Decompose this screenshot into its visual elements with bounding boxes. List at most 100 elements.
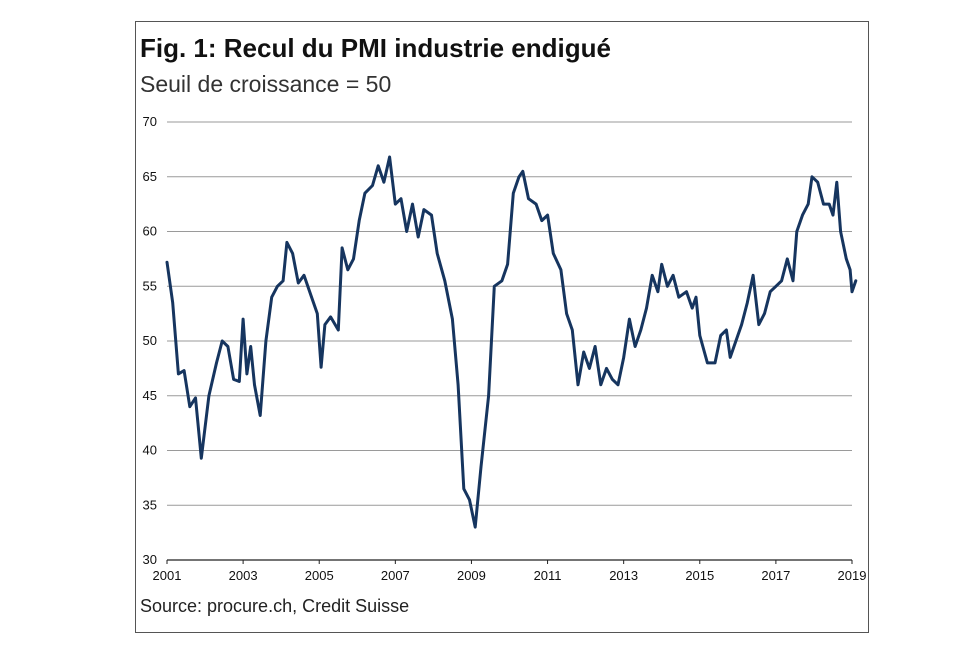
data-point (576, 383, 580, 386)
data-point (323, 323, 327, 326)
data-point (774, 285, 778, 288)
x-tick-label: 2011 (534, 568, 562, 583)
data-point (270, 296, 273, 299)
y-tick-label: 40 (143, 443, 157, 458)
data-point (571, 328, 574, 332)
data-point (194, 396, 197, 400)
data-point (363, 192, 367, 195)
data-point (337, 328, 340, 332)
data-point (588, 367, 591, 370)
data-point (479, 465, 483, 469)
data-point (746, 301, 749, 304)
data-point (850, 290, 854, 293)
data-point (264, 339, 268, 343)
data-point (651, 274, 654, 277)
data-point (622, 356, 625, 359)
data-point (694, 296, 698, 299)
chart-source: Source: procure.ch, Credit Suisse (140, 596, 410, 616)
chart-frame (135, 21, 869, 633)
data-point (807, 202, 810, 206)
data-point (462, 487, 465, 490)
data-point (281, 279, 285, 282)
data-point (430, 213, 433, 217)
data-point (221, 339, 224, 343)
data-point (232, 378, 235, 381)
data-point (297, 281, 300, 285)
x-tick-label: 2017 (761, 568, 790, 583)
data-point (734, 339, 738, 343)
x-tick-label: 2019 (838, 568, 867, 583)
chart-title: Fig. 1: Recul du PMI industrie endigué (140, 33, 611, 63)
gridlines (167, 121, 852, 561)
data-point (691, 306, 694, 310)
data-point (200, 457, 203, 460)
data-point (468, 498, 471, 501)
data-point (729, 356, 732, 359)
x-axis: 2001 2003 2005 2007 2009 2011 2013 2015 2017 2019 (153, 560, 867, 583)
data-point (559, 268, 563, 271)
x-tick-label: 2003 (229, 568, 258, 583)
data-point (316, 312, 319, 315)
data-point (346, 268, 349, 271)
data-point (377, 164, 380, 167)
data-point (656, 290, 660, 293)
data-point (340, 246, 344, 250)
data-point (582, 350, 585, 354)
data-point (848, 268, 852, 271)
data-point (725, 328, 728, 332)
data-point (660, 263, 663, 266)
data-point (816, 181, 819, 184)
data-point (791, 279, 795, 282)
data-point (358, 219, 361, 222)
data-point (207, 394, 211, 397)
data-point (521, 170, 524, 173)
data-point (740, 323, 743, 326)
chart-subtitle: Seuil de croissance = 50 (140, 71, 392, 97)
data-point (706, 361, 709, 365)
data-point (451, 317, 454, 321)
data-point (493, 285, 496, 288)
data-point (487, 394, 490, 397)
x-tick-label: 2013 (609, 568, 638, 583)
data-point (506, 263, 509, 266)
data-point (628, 317, 631, 321)
data-point (845, 257, 848, 261)
data-point (828, 202, 831, 206)
y-tick-label: 70 (143, 114, 157, 129)
data-point (245, 372, 249, 376)
data-point (546, 213, 549, 217)
data-point (422, 208, 426, 211)
data-point (839, 230, 842, 233)
data-point (517, 175, 521, 178)
data-point (238, 380, 241, 383)
data-point (835, 181, 838, 184)
data-point (786, 257, 789, 261)
series-line (165, 155, 858, 529)
y-tick-label: 45 (143, 388, 157, 403)
data-point (645, 306, 648, 310)
data-point (394, 202, 397, 206)
data-point (633, 345, 637, 348)
data-point (177, 372, 180, 376)
data-point (352, 257, 355, 261)
data-point (259, 414, 262, 417)
y-tick-label: 60 (143, 224, 157, 239)
data-point (474, 525, 477, 529)
data-point (382, 181, 386, 184)
data-point (371, 184, 374, 187)
data-point (540, 219, 543, 222)
data-point (285, 241, 289, 244)
y-tick-label: 35 (143, 497, 157, 512)
data-point (854, 279, 857, 282)
data-point (405, 230, 408, 233)
data-point (276, 285, 279, 288)
data-point (605, 367, 608, 370)
data-point (226, 345, 230, 348)
data-point (215, 361, 218, 365)
data-point (810, 175, 814, 178)
data-point (436, 252, 439, 255)
x-tick-label: 2015 (685, 568, 714, 583)
data-point (456, 383, 460, 386)
data-point (310, 296, 313, 299)
